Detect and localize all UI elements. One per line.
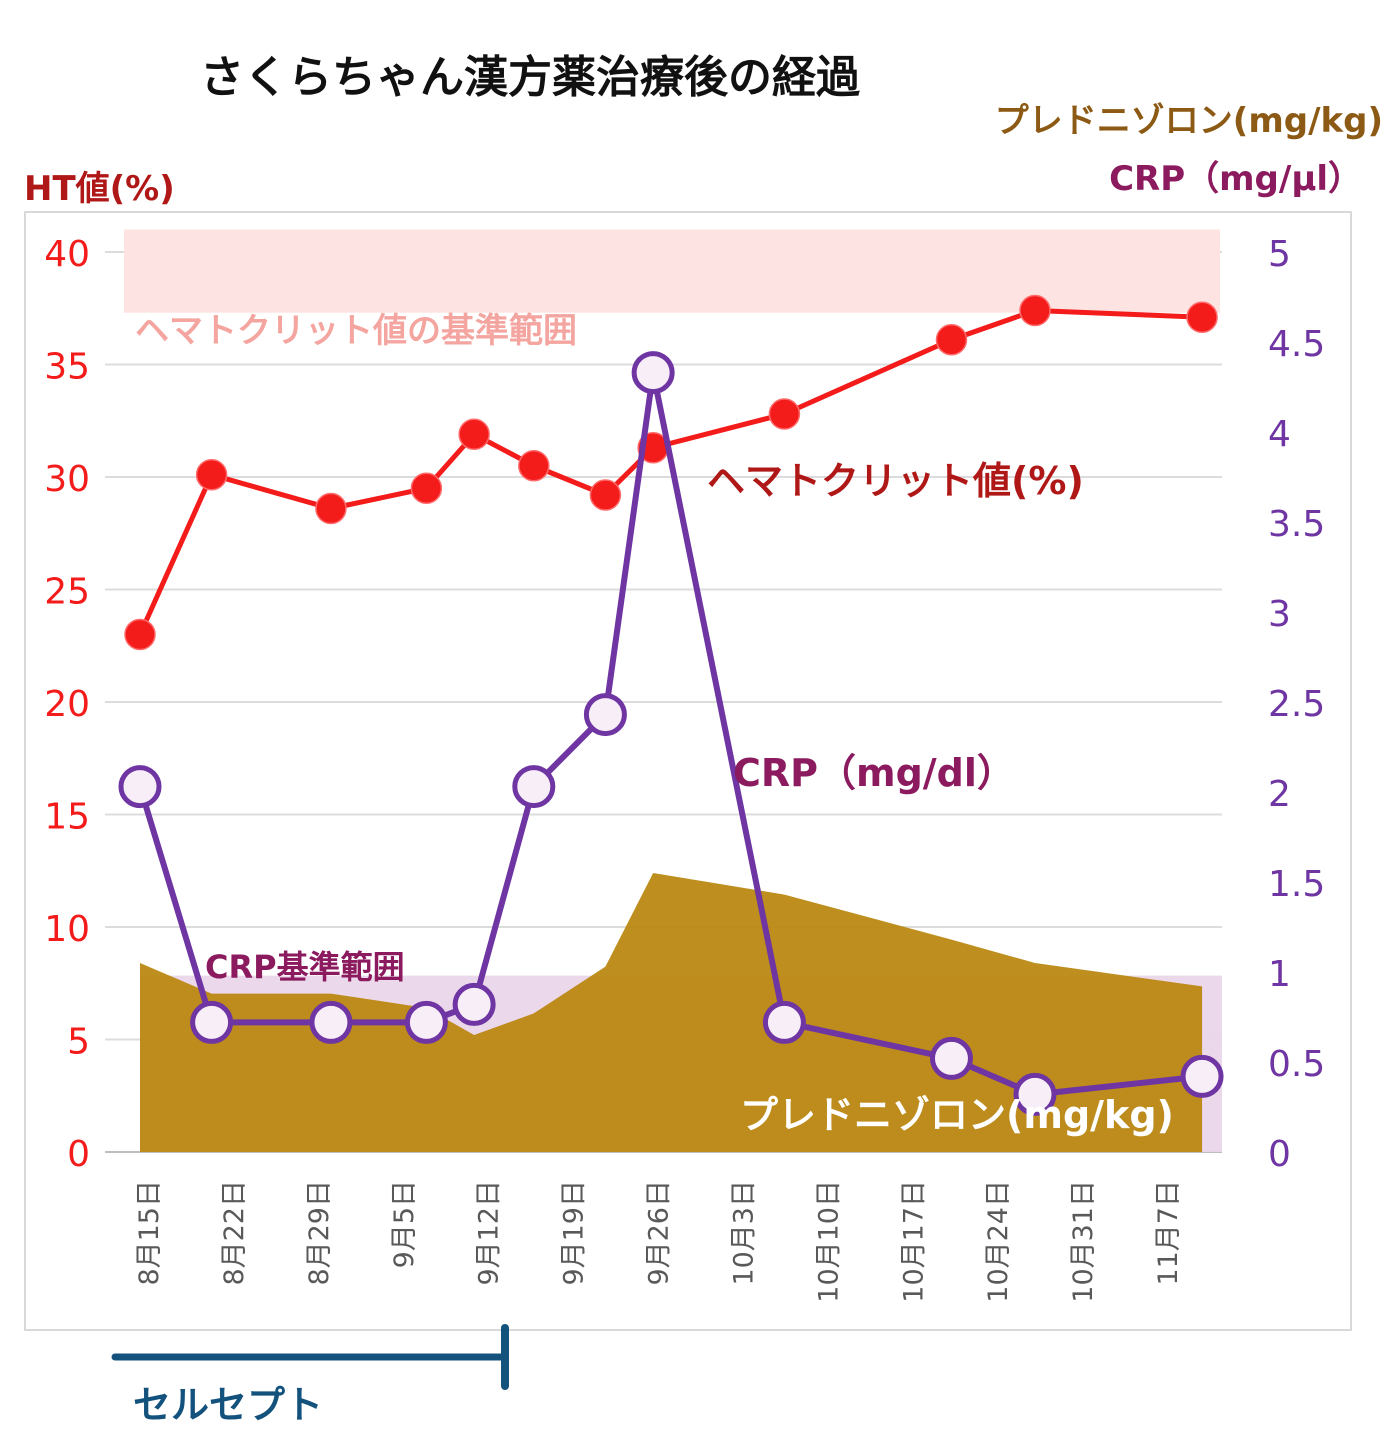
ht-range-label: ヘマトクリット値の基準範囲 — [135, 311, 577, 351]
right-tick-label: 0 — [1268, 1134, 1291, 1175]
plot-frame — [24, 211, 1352, 1331]
x-tick-label: 10月17日 — [898, 1180, 929, 1303]
left-axis-title: HT値(%) — [24, 169, 175, 209]
left-tick-label: 20 — [44, 684, 90, 725]
x-tick-label: 9月5日 — [389, 1180, 420, 1268]
crp-series — [118, 351, 1224, 1116]
crp-point — [512, 765, 556, 809]
crp-range-label: CRP基準範囲 — [205, 948, 405, 986]
seruseputo-label: セルセプト — [133, 1383, 323, 1427]
left-tick-label: 40 — [44, 234, 90, 275]
crp-point — [1180, 1054, 1224, 1098]
left-tick-label: 5 — [67, 1022, 90, 1063]
ht-point — [1186, 301, 1218, 333]
seruseputo-bar — [111, 1324, 509, 1390]
right-tick-label: 5 — [1268, 234, 1291, 275]
crp-point — [190, 1000, 234, 1044]
prednisolone-area — [140, 873, 1203, 1152]
left-tick-label: 25 — [44, 572, 90, 613]
right-tick-label: 3 — [1268, 594, 1291, 635]
crp-point — [1013, 1072, 1057, 1116]
left-axis-ticks: 0 5 10 15 20 25 30 35 40 — [44, 234, 90, 1175]
right-tick-label: 1.5 — [1268, 864, 1325, 905]
right-axis-title-crp: CRP（mg/μl） — [1109, 159, 1362, 199]
right-tick-label: 0.5 — [1268, 1044, 1325, 1085]
crp-point — [929, 1036, 973, 1080]
right-tick-label: 2.5 — [1268, 684, 1325, 725]
ht-point — [1019, 294, 1051, 327]
right-axis-ticks: 0 0.5 1 1.5 2 2.5 3 3.5 4 4.5 5 — [1268, 234, 1325, 1175]
left-tick-label: 35 — [44, 347, 90, 388]
crp-series-label: CRP（mg/dl） — [733, 751, 1015, 795]
left-tick-label: 15 — [44, 797, 90, 838]
ht-point — [195, 459, 228, 491]
ht-point — [458, 418, 490, 450]
ht-point — [935, 324, 968, 356]
ht-point — [410, 472, 443, 504]
right-tick-label: 1 — [1268, 954, 1291, 995]
x-tick-label: 10月3日 — [728, 1180, 759, 1286]
left-tick-label: 30 — [44, 459, 90, 500]
right-tick-label: 4.5 — [1268, 324, 1325, 365]
right-tick-label: 4 — [1268, 414, 1291, 455]
left-tick-label: 0 — [67, 1134, 90, 1175]
x-tick-label: 9月12日 — [474, 1180, 505, 1286]
x-tick-label: 8月15日 — [134, 1180, 165, 1286]
x-tick-label: 10月24日 — [983, 1180, 1014, 1303]
ht-point — [315, 492, 347, 525]
crp-point — [309, 1000, 353, 1044]
x-axis-ticks: 8月15日 8月22日 8月29日 9月5日 9月12日 9月19日 9月26日 10月3日 1… — [134, 1180, 1184, 1303]
crp-point — [631, 351, 675, 395]
prednisolone-label: プレドニゾロン(mg/kg) — [740, 1093, 1174, 1137]
right-tick-label: 2 — [1268, 774, 1291, 815]
chart-title: さくらちゃん漢方薬治療後の経過 — [200, 52, 861, 103]
ht-point — [518, 450, 550, 482]
crp-point — [118, 765, 162, 809]
crp-point — [762, 1000, 806, 1044]
x-tick-label: 10月10日 — [813, 1180, 844, 1303]
right-axis-title-prednisolone: プレドニゾロン(mg/kg) — [995, 101, 1383, 141]
ht-point — [768, 398, 801, 430]
prednisolone-area-shape — [140, 873, 1203, 1152]
ht-reference-band — [124, 229, 1220, 313]
crp-point — [452, 982, 496, 1026]
x-tick-label: 11月7日 — [1153, 1180, 1184, 1286]
ht-point — [589, 479, 622, 511]
x-tick-label: 8月29日 — [304, 1180, 335, 1286]
left-tick-label: 10 — [44, 909, 90, 950]
crp-point — [583, 693, 627, 737]
right-tick-label: 3.5 — [1268, 504, 1325, 545]
crp-point — [404, 1000, 448, 1044]
ht-point — [124, 618, 156, 651]
x-tick-label: 9月26日 — [644, 1180, 675, 1286]
ht-series-label: ヘマトクリット値(%) — [707, 459, 1084, 503]
x-tick-label: 9月19日 — [559, 1180, 590, 1286]
x-tick-label: 10月31日 — [1068, 1180, 1099, 1303]
x-tick-label: 8月22日 — [219, 1180, 250, 1286]
